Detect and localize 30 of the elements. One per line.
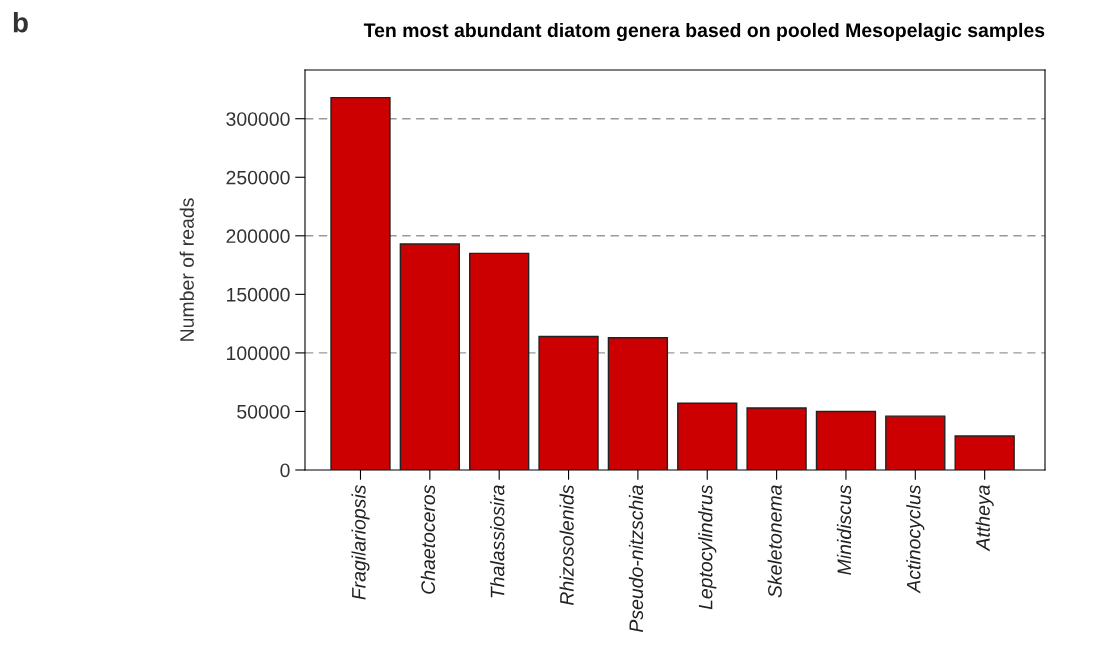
bar <box>746 407 807 470</box>
chart-title: Ten most abundant diatom genera based on pooled Mesopelagic samples <box>363 22 1045 42</box>
bar <box>954 435 1015 470</box>
x-tick-label: Chaetoceros <box>420 484 436 594</box>
y-tick-label: 250000 <box>226 170 290 185</box>
y-axis-title: Number of reads <box>179 198 194 341</box>
text: b <box>13 12 28 33</box>
x-tick-label: Rhizosolenids <box>559 484 574 606</box>
y-tick-label: 50000 <box>237 404 290 419</box>
y-tick-label: 200000 <box>226 229 290 244</box>
bar <box>607 336 669 470</box>
bar <box>677 402 738 470</box>
y-tick-label: 100000 <box>227 346 290 361</box>
bar <box>399 243 461 470</box>
x-tick-label: Minidiscus <box>836 484 852 575</box>
x-tick-label: Actinocyclus <box>906 484 925 594</box>
x-tick-label: Attheya <box>975 485 994 552</box>
bar <box>538 335 599 470</box>
x-tick-label: Skeletonema <box>767 485 782 598</box>
x-tick-label: Pseudo-nitzschia <box>628 485 644 633</box>
y-tick-label: 300000 <box>226 112 290 126</box>
y-tick-label: 0 <box>280 463 290 478</box>
x-tick-label: Fragilariopsis <box>351 484 370 600</box>
x-tick-label: Thalassiosira <box>490 485 505 598</box>
bar <box>815 410 877 470</box>
bar <box>885 415 946 470</box>
y-tick-label: 150000 <box>227 287 290 302</box>
bar <box>330 96 391 470</box>
bar <box>469 252 530 470</box>
x-tick-label: Leptocylindrus <box>698 484 717 610</box>
